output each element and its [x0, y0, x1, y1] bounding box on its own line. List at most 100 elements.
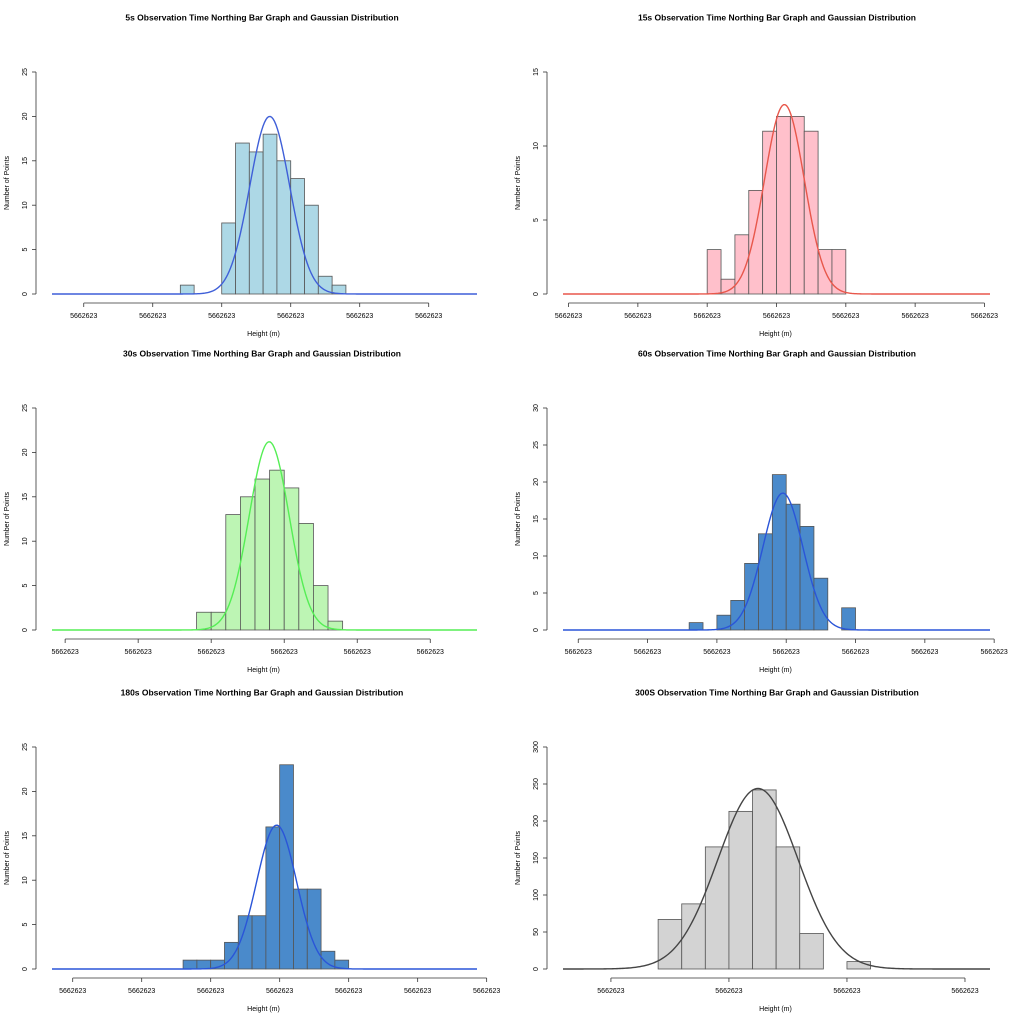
x-tick-label: 5662623 — [208, 313, 235, 320]
x-tick-label: 5662623 — [902, 313, 929, 320]
y-tick-label: 0 — [533, 967, 540, 971]
chart-panel: 30s Observation Time Northing Bar Graph … — [4, 348, 477, 674]
y-tick-label: 10 — [22, 537, 29, 545]
bar — [306, 888, 322, 970]
bar — [235, 142, 250, 295]
x-axis-label: Height (m) — [759, 331, 792, 338]
gaussian-curve — [52, 115, 477, 295]
bar — [681, 903, 706, 970]
y-tick-label: 5 — [22, 923, 29, 927]
bar — [776, 116, 791, 295]
x-tick-label: 5662623 — [415, 313, 442, 320]
y-tick-label: 25 — [22, 404, 29, 412]
bar — [196, 959, 212, 970]
bar — [279, 764, 294, 970]
y-tick-label: 25 — [22, 68, 29, 76]
chart-title: 15s Observation Time Northing Bar Graph … — [638, 12, 916, 22]
bar — [846, 961, 871, 970]
x-tick-label: 5662623 — [763, 313, 790, 320]
x-tick-label: 5662623 — [832, 313, 859, 320]
x-tick-label: 5662623 — [981, 649, 1008, 656]
bar — [799, 933, 824, 970]
bar — [706, 249, 722, 295]
y-tick-label: 15 — [22, 832, 29, 840]
x-tick-label: 5662623 — [271, 649, 298, 656]
bar — [327, 620, 344, 631]
y-tick-label: 50 — [533, 928, 540, 936]
x-tick-label: 5662623 — [715, 988, 742, 995]
x-tick-label: 5662623 — [277, 313, 304, 320]
chart-title: 60s Observation Time Northing Bar Graph … — [638, 348, 916, 358]
x-tick-label: 5662623 — [555, 313, 582, 320]
y-tick-label: 30 — [533, 404, 540, 412]
y-tick-label: 20 — [22, 112, 29, 120]
chart-panel: 15s Observation Time Northing Bar Graph … — [515, 12, 998, 338]
bar — [298, 523, 314, 631]
x-tick-label: 5662623 — [128, 988, 155, 995]
bar — [785, 503, 801, 631]
x-tick-label: 5662623 — [694, 313, 721, 320]
chart-title: 5s Observation Time Northing Bar Graph a… — [125, 12, 398, 22]
chart-panel: 60s Observation Time Northing Bar Graph … — [515, 348, 1008, 674]
bar — [730, 600, 746, 631]
y-tick-label: 10 — [22, 201, 29, 209]
x-tick-label: 5662623 — [404, 988, 431, 995]
bar — [752, 789, 777, 970]
y-tick-label: 5 — [22, 584, 29, 588]
y-tick-label: 0 — [22, 628, 29, 632]
x-axis-label: Height (m) — [247, 667, 280, 674]
x-tick-label: 5662623 — [773, 649, 800, 656]
y-tick-label: 15 — [22, 157, 29, 165]
bar — [758, 533, 773, 631]
bar — [831, 249, 847, 295]
chart-title: 180s Observation Time Northing Bar Graph… — [121, 687, 404, 697]
y-tick-label: 0 — [22, 967, 29, 971]
gaussian-curve — [52, 824, 477, 970]
bar — [240, 496, 256, 631]
x-tick-label: 5662623 — [139, 313, 166, 320]
bar — [704, 846, 730, 970]
x-tick-label: 5662623 — [624, 313, 651, 320]
x-tick-label: 5662623 — [266, 988, 293, 995]
bar — [334, 959, 350, 970]
bar — [771, 474, 787, 631]
y-tick-label: 20 — [22, 787, 29, 795]
y-tick-label: 5 — [22, 248, 29, 252]
bar — [317, 275, 333, 295]
y-tick-label: 10 — [22, 876, 29, 884]
chart-panel: 300S Observation Time Northing Bar Graph… — [515, 687, 990, 1013]
bar — [179, 284, 195, 295]
x-tick-label: 5662623 — [52, 649, 79, 656]
y-tick-label: 0 — [533, 628, 540, 632]
y-tick-label: 15 — [533, 68, 540, 76]
x-axis-label: Height (m) — [759, 667, 792, 674]
y-tick-label: 15 — [533, 515, 540, 523]
bar — [293, 888, 308, 970]
y-tick-label: 5 — [533, 218, 540, 222]
x-tick-label: 5662623 — [473, 988, 500, 995]
x-tick-label: 5662623 — [833, 988, 860, 995]
y-axis-label: Number of Points — [4, 155, 11, 210]
bar — [262, 133, 278, 295]
x-tick-label: 5662623 — [703, 649, 730, 656]
y-tick-label: 20 — [22, 448, 29, 456]
y-tick-label: 200 — [533, 815, 540, 827]
x-axis-label: Height (m) — [247, 331, 280, 338]
y-tick-label: 15 — [22, 493, 29, 501]
x-tick-label: 5662623 — [417, 649, 444, 656]
y-tick-label: 10 — [533, 552, 540, 560]
y-tick-label: 10 — [533, 142, 540, 150]
bar — [803, 130, 819, 295]
y-axis-label: Number of Points — [515, 155, 522, 210]
bar — [182, 959, 198, 970]
chart-panel: 180s Observation Time Northing Bar Graph… — [4, 687, 501, 1013]
x-tick-label: 5662623 — [565, 649, 592, 656]
y-tick-label: 20 — [533, 478, 540, 486]
bar — [688, 622, 704, 631]
bar — [224, 941, 239, 970]
y-tick-label: 0 — [22, 292, 29, 296]
gaussian-curve — [563, 787, 990, 970]
y-axis-label: Number of Points — [515, 830, 522, 885]
y-axis-label: Number of Points — [4, 830, 11, 885]
